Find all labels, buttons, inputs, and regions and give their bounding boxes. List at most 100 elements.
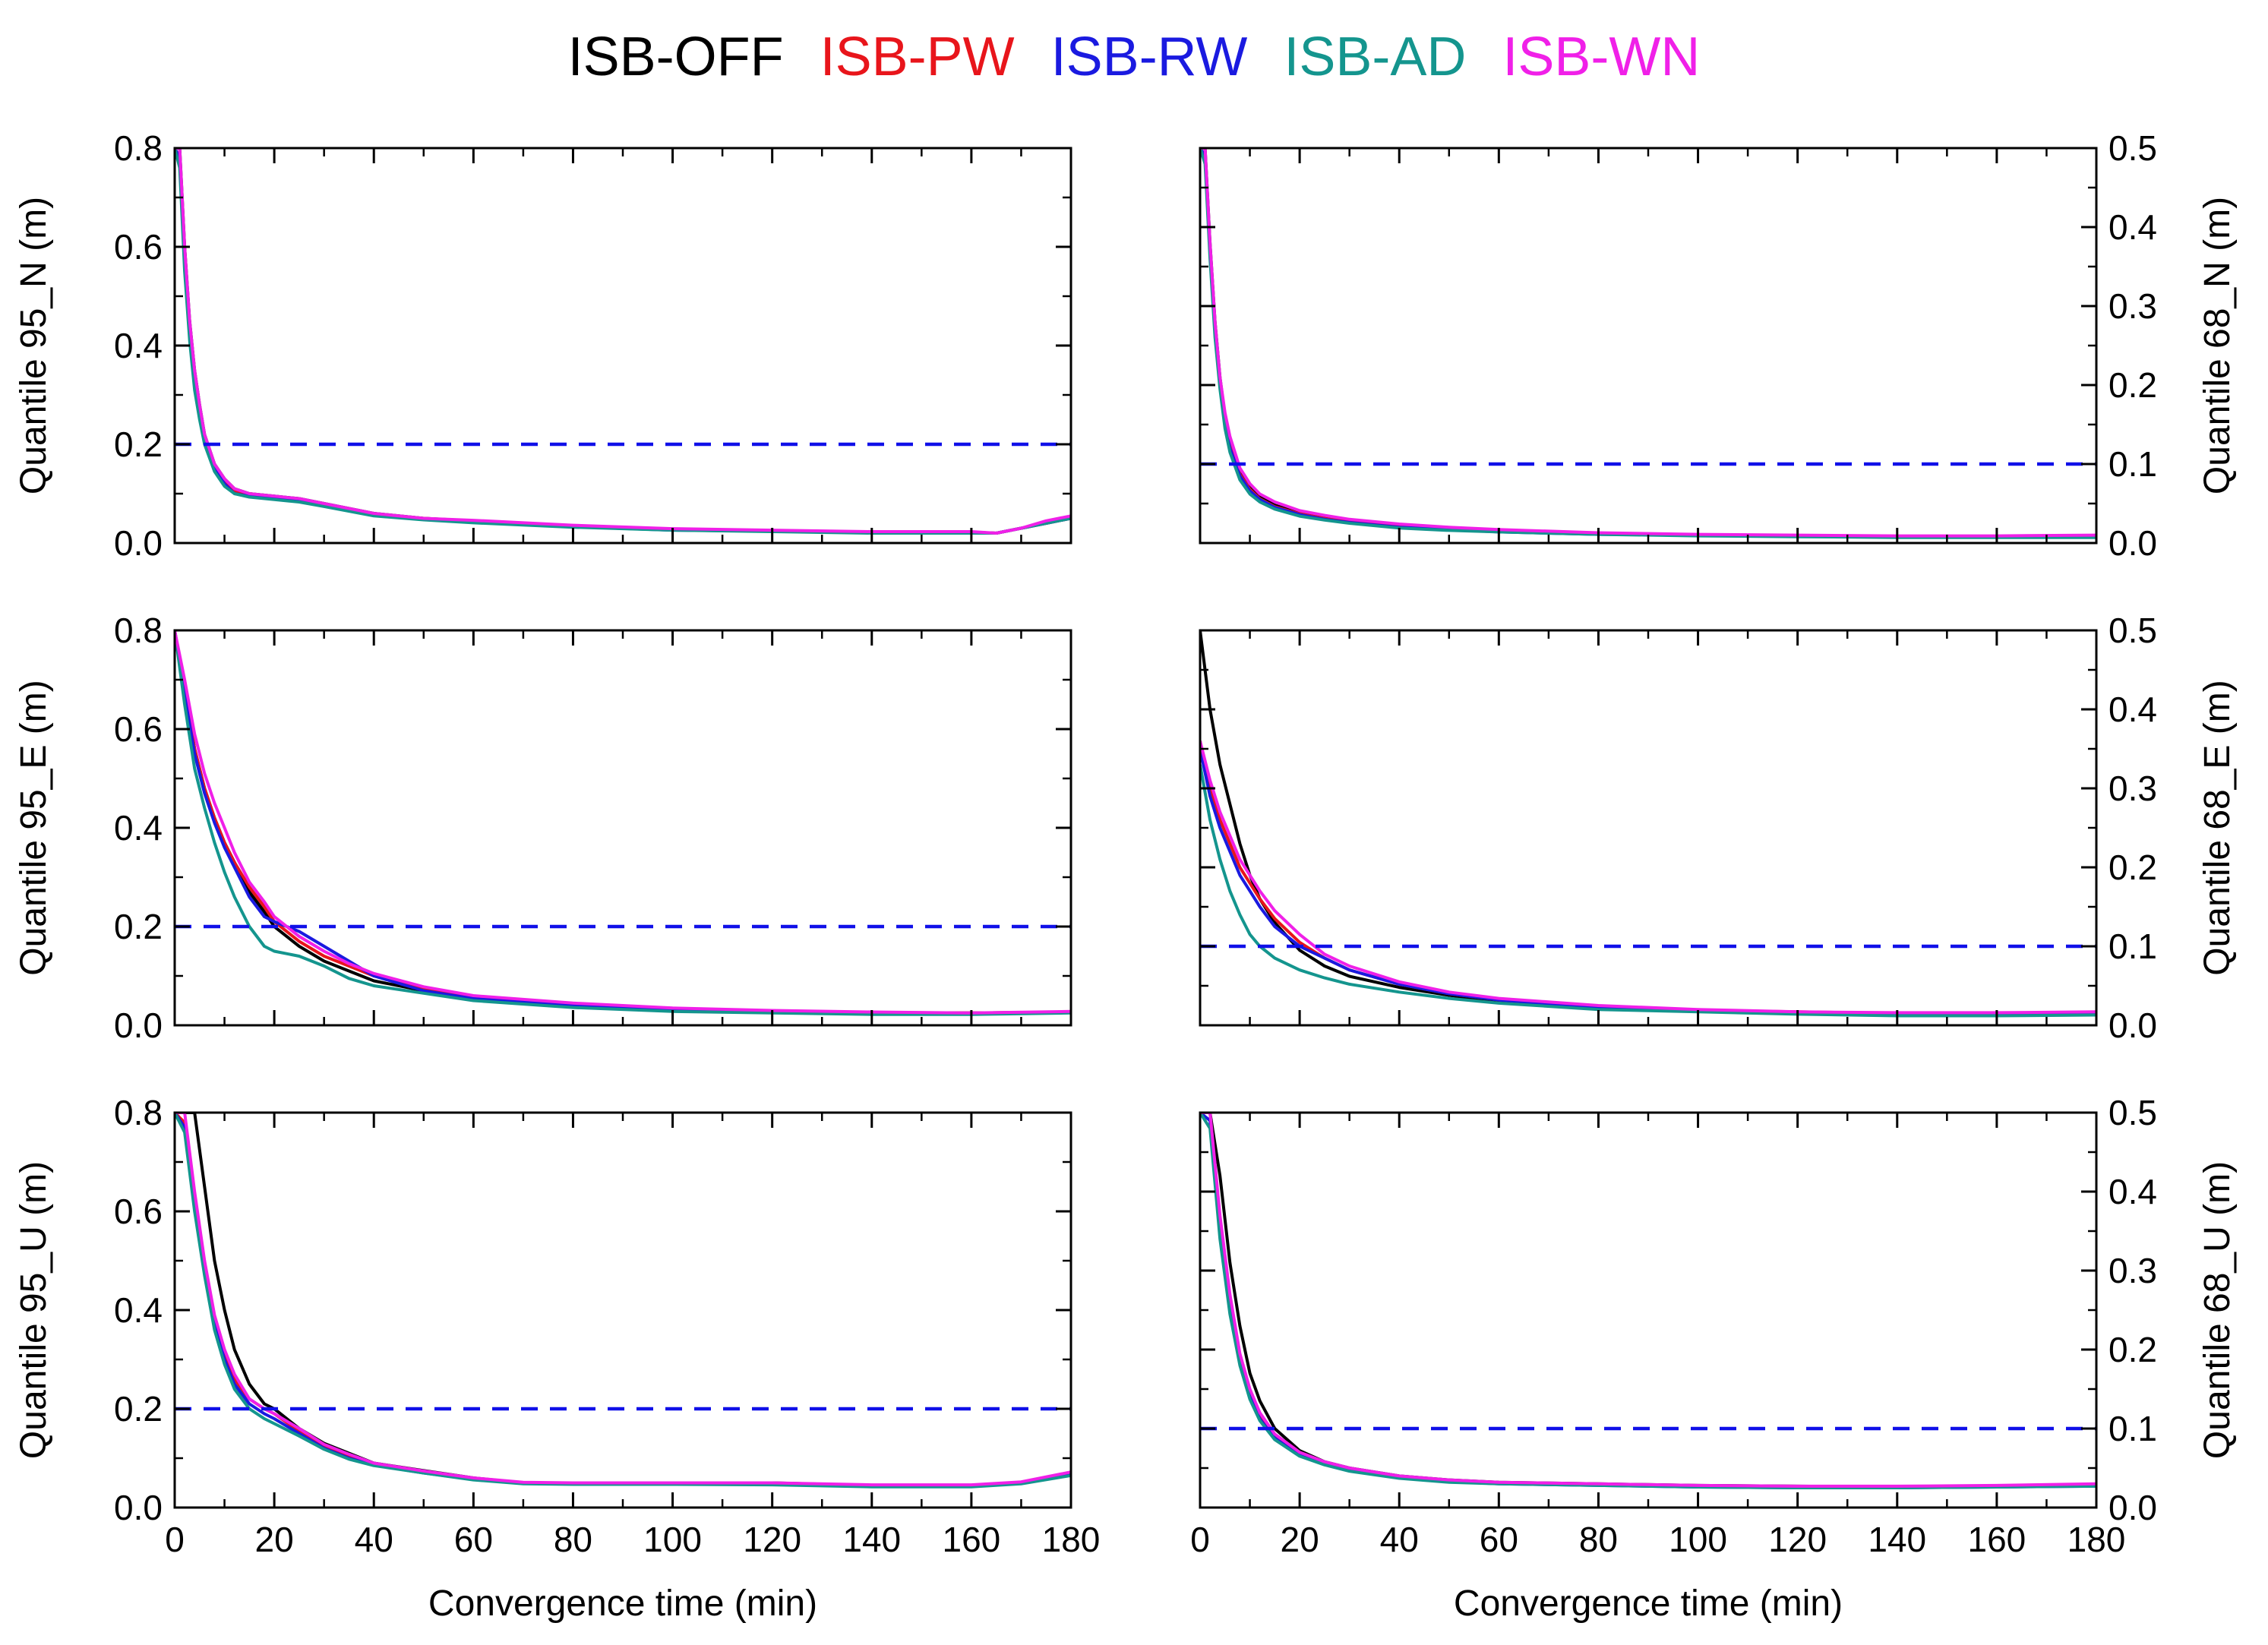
panel-q68e: 0.0 0.1 0.2 0.3 0.4 0.5 Quantile 68_E (m) [1199,611,2238,1045]
series-isb-rw-line [1200,748,2096,1016]
x-axis-label: Convergence time (min) [428,1583,817,1624]
y-tick-label: 0.2 [2108,848,2157,887]
series-isb-off-line [1200,148,2096,538]
plot-frame [1199,147,2098,545]
panel-q95n: 0.0 0.2 0.4 0.6 0.8 Quantile 95_N (m) [14,128,1072,563]
series-isb-off-line [175,630,1071,1015]
series-isb-off-line [175,1113,1071,1487]
y-tick-label: 0.0 [2108,523,2157,563]
series-isb-rw-line [1200,1113,2096,1489]
series-isb-pw-line [1200,740,2096,1015]
x-tick-label: 40 [1380,1520,1419,1559]
y-tick-label: 0.2 [2108,1330,2157,1369]
series-isb-off-line [175,148,1071,535]
x-tick-label: 60 [1480,1520,1518,1559]
y-tick-label: 0.2 [114,425,163,464]
series-isb-pw-line [1200,148,2096,538]
legend-item-isb-wn: ISB-WN [1502,27,1701,87]
y-tick-label: 0.4 [114,808,163,848]
series-isb-ad-line [175,148,1071,535]
x-tick-label: 60 [454,1520,493,1559]
series-isb-ad-line [1200,1113,2096,1489]
plot-frame [1199,629,2098,1027]
x-tick-label: 80 [554,1520,592,1559]
series-isb-rw-line [175,630,1071,1015]
series-isb-wn-line [1200,148,2096,538]
y-tick-label: 0.3 [2108,1251,2157,1290]
series-isb-off-line [1200,1113,2096,1489]
y-tick-label: 0.6 [114,709,163,749]
legend-item-isb-ad: ISB-AD [1284,27,1467,87]
series-isb-pw-line [175,148,1071,535]
series-isb-wn-line [1200,740,2096,1015]
y-tick-label: 0.0 [114,1006,163,1045]
y-tick-label: 0.8 [114,611,163,650]
y-tick-label: 0.4 [114,326,163,365]
series-isb-rw-line [1200,148,2096,538]
y-tick-label: 0.5 [2108,1093,2157,1132]
plot-frame [173,1111,1072,1509]
y-tick-label: 0.4 [2108,1172,2157,1211]
legend-item-isb-pw: ISB-PW [820,27,1015,87]
y-tick-label: 0.0 [2108,1006,2157,1045]
x-tick-label: 80 [1579,1520,1618,1559]
x-tick-label: 20 [1281,1520,1319,1559]
series-isb-pw-line [175,1113,1071,1488]
series-isb-off-line [1200,630,2096,1016]
y-tick-label: 0.6 [114,1192,163,1231]
legend: ISB-OFF ISB-PW ISB-RW ISB-AD ISB-WN [0,15,2268,99]
x-tick-label: 0 [1190,1520,1210,1559]
y-tick-label: 0.4 [2108,207,2157,247]
y-axis-label: Quantile 95_U (m) [14,1161,54,1459]
y-axis-label: Quantile 95_N (m) [14,197,54,494]
x-tick-label: 160 [1968,1520,2026,1559]
x-axis-label: Convergence time (min) [1454,1583,1843,1624]
y-tick-label: 0.1 [2108,927,2157,966]
y-tick-label: 0.1 [2108,1409,2157,1448]
series-isb-wn-line [175,630,1071,1015]
x-tick-label: 140 [1868,1520,1926,1559]
y-tick-label: 0.3 [2108,769,2157,808]
y-tick-label: 0.5 [2108,128,2157,168]
plot-frame [173,629,1072,1027]
y-tick-label: 0.1 [2108,444,2157,484]
series-isb-wn-line [175,1113,1071,1487]
y-tick-label: 0.0 [2108,1488,2157,1527]
y-tick-label: 0.0 [114,1488,163,1527]
x-tick-label: 180 [1042,1520,1101,1559]
y-tick-label: 0.4 [2108,690,2157,729]
y-tick-label: 0.3 [2108,286,2157,326]
y-tick-label: 0.4 [114,1290,163,1330]
y-tick-label: 0.2 [114,907,163,946]
legend-item-isb-rw: ISB-RW [1050,27,1248,87]
panel-q95e: 0.0 0.2 0.4 0.6 0.8 Quantile 95_E (m) [14,611,1072,1045]
series-isb-ad-line [175,630,1071,1016]
series-isb-pw-line [175,630,1071,1015]
legend-item-isb-off: ISB-OFF [567,27,784,87]
series-isb-rw-line [175,148,1071,535]
plot-frame [1199,1111,2098,1509]
x-tick-label: 0 [165,1520,185,1559]
y-tick-label: 0.8 [114,128,163,168]
series-isb-ad-line [1200,764,2096,1018]
y-tick-label: 0.5 [2108,611,2157,650]
x-tick-label: 100 [1669,1520,1727,1559]
y-tick-label: 0.2 [114,1389,163,1429]
x-tick-label: 40 [355,1520,393,1559]
panel-q68n: 0.0 0.1 0.2 0.3 0.4 0.5 Quantile 68_N (m) [1199,128,2238,563]
y-tick-label: 0.8 [114,1093,163,1132]
x-tick-label: 120 [743,1520,801,1559]
y-tick-label: 0.6 [114,227,163,267]
plot-frame [173,147,1072,545]
series-isb-ad-line [1200,148,2096,539]
y-axis-label: Quantile 68_U (m) [2197,1161,2238,1459]
series-isb-ad-line [175,1113,1071,1489]
y-tick-label: 0.0 [114,523,163,563]
x-tick-label: 180 [2067,1520,2126,1559]
series-isb-wn-line [1200,1113,2096,1488]
panel-q95u: 0 20 40 60 80 100 120 140 160 180 0.0 0.2 0.4 0.6 0.8 Q… [14,1093,1100,1624]
x-tick-label: 160 [943,1520,1001,1559]
y-axis-label: Quantile 68_N (m) [2197,197,2238,494]
